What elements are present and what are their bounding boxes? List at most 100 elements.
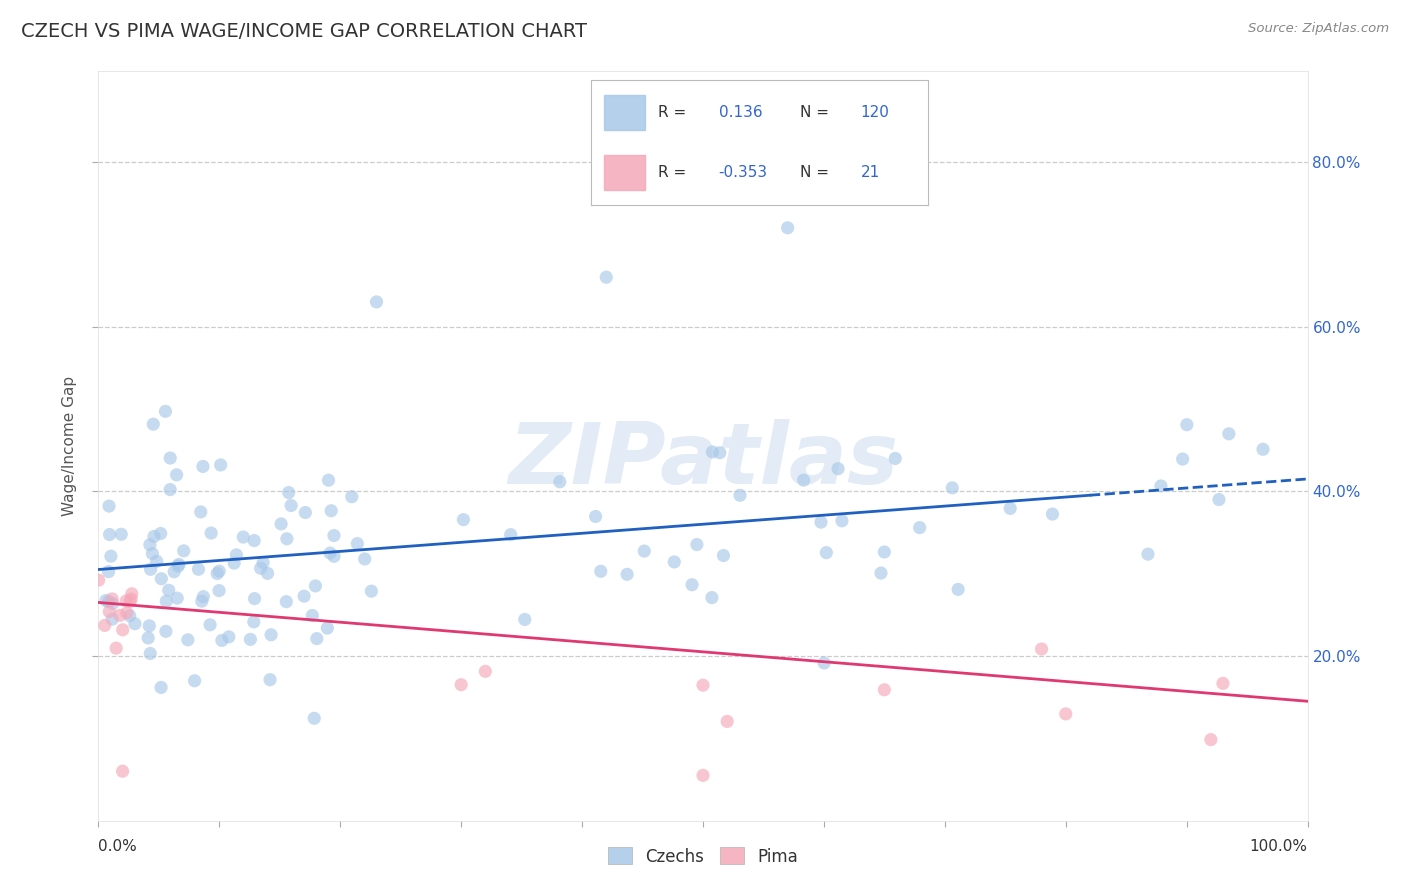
Point [249,561,271,575]
Point [280,499,302,513]
Y-axis label: Wage/Income Gap: Wage/Income Gap [62,376,77,516]
Point [173,544,195,558]
Point [340,490,363,504]
Point [87,573,110,587]
Point [1251,442,1274,457]
Point [193,590,215,604]
Point [346,536,368,550]
Point [110,527,132,541]
Point [139,538,162,552]
Point [270,516,292,531]
Point [595,270,617,285]
Point [118,608,141,623]
Point [138,619,160,633]
Point [111,764,134,779]
Point [499,527,522,541]
Point [946,582,969,597]
Text: 21: 21 [860,165,880,180]
Text: -0.353: -0.353 [718,165,768,180]
Point [702,445,724,459]
Point [100,549,122,564]
Point [686,537,709,551]
Point [884,451,907,466]
Point [150,572,173,586]
Point [548,475,571,489]
Point [208,583,231,598]
Point [681,578,703,592]
Point [873,545,896,559]
Point [105,641,128,656]
Point [157,583,180,598]
Point [908,520,931,534]
Point [101,591,124,606]
Point [191,459,214,474]
Point [190,505,212,519]
Point [998,501,1021,516]
Point [121,587,143,601]
Point [93,618,115,632]
Text: 0.136: 0.136 [718,105,762,120]
Point [159,483,181,497]
Point [1150,479,1173,493]
Point [1042,507,1064,521]
Point [305,632,328,646]
Point [200,526,222,541]
Point [633,544,655,558]
Point [1208,492,1230,507]
Point [115,606,138,620]
Text: 100.0%: 100.0% [1250,839,1308,855]
Point [97,594,120,608]
Point [294,506,316,520]
Point [1054,706,1077,721]
Text: N =: N = [800,165,828,180]
Point [108,608,131,623]
Point [149,526,172,541]
Point [142,529,165,543]
Point [1175,417,1198,432]
Point [252,556,274,570]
Point [163,565,186,579]
Point [224,556,246,570]
Point [360,584,382,599]
Text: N =: N = [800,105,828,120]
Point [941,481,963,495]
Point [243,591,266,606]
Point [513,612,536,626]
Point [450,678,472,692]
Point [474,665,496,679]
Point [810,515,832,529]
Point [366,294,388,309]
Text: 0.0%: 0.0% [98,839,138,855]
Point [260,628,283,642]
Point [1212,676,1234,690]
Point [1199,732,1222,747]
Text: R =: R = [658,105,686,120]
Point [101,597,124,611]
Point [225,548,247,562]
Point [118,594,141,608]
Point [155,624,177,639]
Point [304,579,326,593]
Point [302,711,325,725]
Point [111,623,134,637]
Point [793,473,815,487]
Point [101,612,124,626]
Point [243,615,266,629]
Point [776,220,799,235]
Bar [605,155,644,190]
Point [453,513,475,527]
Point [211,633,233,648]
Point [616,567,638,582]
Point [124,616,146,631]
Point [150,681,173,695]
Point [589,564,612,578]
Point [139,647,162,661]
Point [276,595,298,609]
Point [292,589,315,603]
Point [97,565,120,579]
Point [692,768,714,782]
Point [218,630,240,644]
Point [98,527,121,541]
Point [167,558,190,572]
Text: ZIPatlas: ZIPatlas [508,419,898,502]
